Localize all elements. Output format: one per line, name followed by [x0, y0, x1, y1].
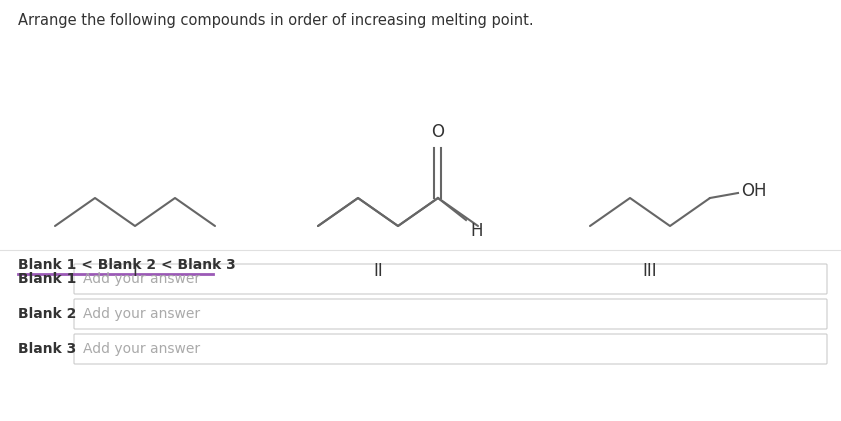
- Text: I: I: [133, 262, 137, 280]
- Text: Add your answer: Add your answer: [83, 307, 200, 321]
- Text: OH: OH: [741, 182, 766, 200]
- Text: O: O: [431, 123, 445, 141]
- Text: Add your answer: Add your answer: [83, 342, 200, 356]
- Text: Blank 3: Blank 3: [18, 342, 77, 356]
- Text: Blank 1: Blank 1: [18, 272, 77, 286]
- Text: II: II: [373, 262, 383, 280]
- FancyBboxPatch shape: [74, 334, 827, 364]
- Text: Blank 1 < Blank 2 < Blank 3: Blank 1 < Blank 2 < Blank 3: [18, 258, 235, 272]
- FancyBboxPatch shape: [74, 264, 827, 294]
- Text: III: III: [643, 262, 658, 280]
- Text: H: H: [470, 222, 483, 240]
- Text: Blank 2: Blank 2: [18, 307, 77, 321]
- Text: Arrange the following compounds in order of increasing melting point.: Arrange the following compounds in order…: [18, 13, 534, 28]
- Text: Add your answer: Add your answer: [83, 272, 200, 286]
- FancyBboxPatch shape: [74, 299, 827, 329]
